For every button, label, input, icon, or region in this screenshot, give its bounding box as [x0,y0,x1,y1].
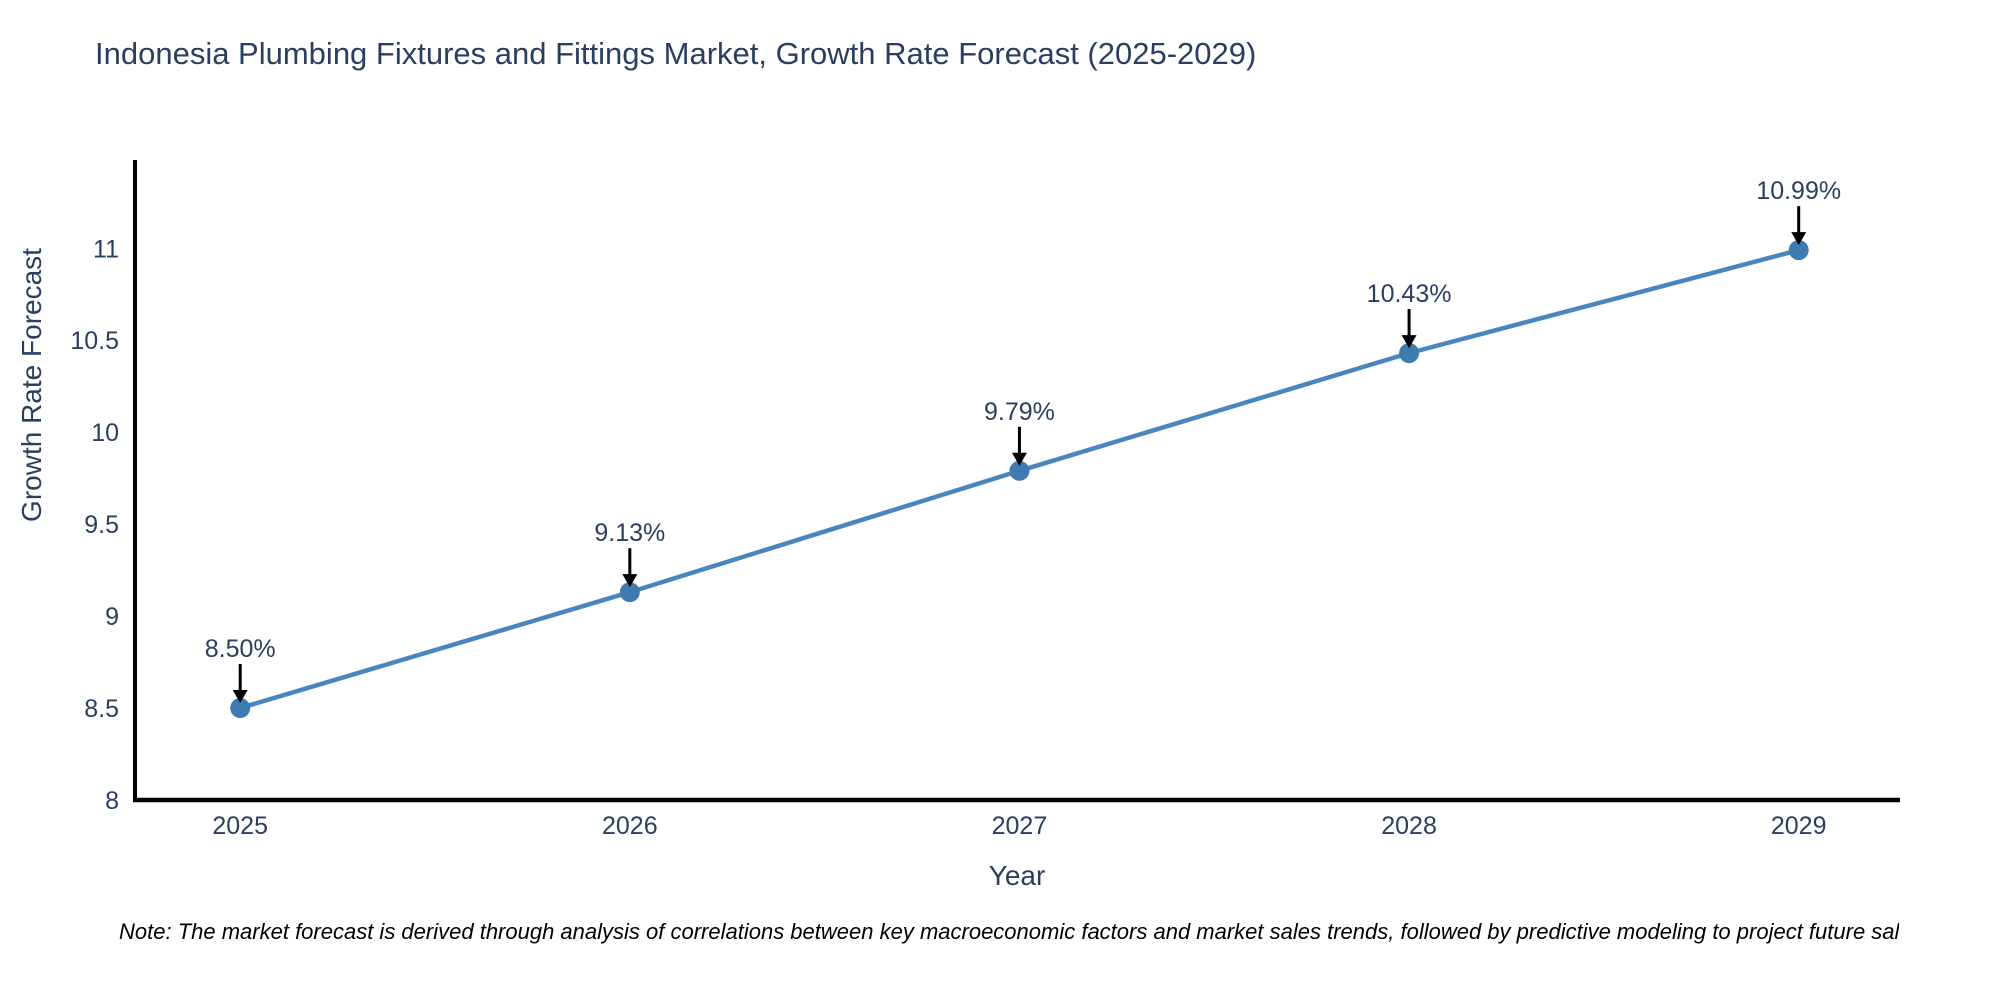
data-point[interactable] [1009,460,1030,481]
data-point[interactable] [230,698,251,719]
data-point[interactable] [619,582,640,603]
x-tick-label: 2026 [602,812,658,840]
chart-title: Indonesia Plumbing Fixtures and Fittings… [95,36,1257,71]
data-point[interactable] [1399,343,1420,364]
annotation-arrowhead-icon [232,690,248,704]
y-tick-label: 9 [105,603,119,631]
x-axis-title: Year [988,860,1046,891]
annotation-label: 9.13% [594,519,665,547]
x-tick-label: 2027 [992,812,1048,840]
y-tick-label: 8.5 [84,695,119,723]
y-tick-label: 10.5 [70,327,119,355]
annotation-label: 8.50% [205,635,276,663]
y-tick-label: 9.5 [84,511,119,539]
annotation-arrowhead-icon [1401,335,1417,349]
annotation-arrowhead-icon [1011,452,1027,466]
footnote: Note: The market forecast is derived thr… [119,919,1900,944]
y-tick-label: 11 [93,235,119,263]
annotation-arrowhead-icon [622,574,638,588]
x-tick-label: 2029 [1771,812,1827,840]
x-tick-label: 2025 [212,812,268,840]
y-tick-label: 8 [105,787,119,815]
x-tick-label: 2028 [1381,812,1437,840]
annotation-label: 9.79% [984,398,1055,426]
y-tick-label: 10 [91,419,119,447]
annotation-label: 10.99% [1756,177,1841,205]
annotation-arrowhead-icon [1791,232,1807,246]
data-point[interactable] [1788,240,1809,261]
annotation-label: 10.43% [1367,280,1452,308]
